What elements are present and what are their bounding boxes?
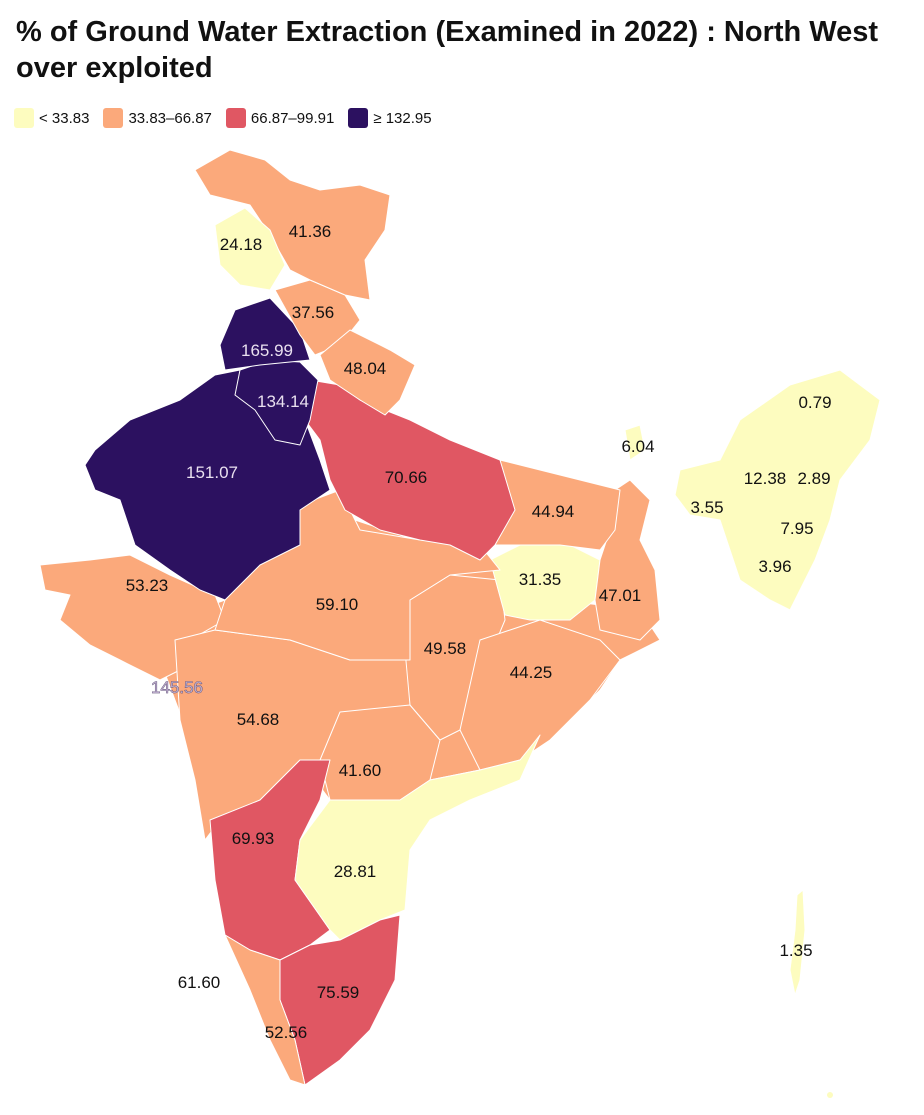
value-punjab: 165.99: [241, 341, 293, 360]
region-punjab: [219, 297, 311, 371]
value-haryana: 134.14: [257, 392, 309, 411]
region-uttar-pradesh: [304, 379, 516, 561]
value-ladakh: 24.18: [220, 235, 263, 254]
legend: < 33.83 33.83–66.87 66.87–99.91 ≥ 132.95: [14, 106, 432, 130]
value-odisha: 44.25: [510, 663, 553, 682]
legend-swatch-top: [348, 108, 369, 128]
region-uttarakhand: [319, 329, 416, 416]
legend-label-top: ≥ 132.95: [373, 109, 432, 127]
region-sikkim: [624, 424, 646, 461]
value-lakshadweep: 61.60: [178, 973, 221, 992]
region-jammu: [214, 207, 286, 291]
value-telangana: 41.60: [339, 761, 382, 780]
legend-item-mid: 33.83–66.87: [103, 108, 212, 128]
value-karnataka: 69.93: [232, 829, 275, 848]
region-odisha: [459, 619, 621, 771]
value-bihar: 44.94: [532, 502, 575, 521]
legend-swatch-high: [225, 108, 246, 128]
value-kerala: 52.56: [265, 1023, 308, 1042]
value-mizoram: 3.96: [758, 557, 791, 576]
value-maharashtra: 54.68: [237, 710, 280, 729]
chart-title: % of Ground Water Extraction (Examined i…: [16, 16, 879, 84]
region-nicobar-dot: [827, 1092, 833, 1098]
value-nagaland: 2.89: [797, 469, 830, 488]
value-chhattisgarh: 49.58: [424, 639, 467, 658]
legend-item-low: < 33.83: [14, 108, 89, 128]
value-gujarat: 53.23: [126, 576, 169, 595]
value-tamil-nadu: 75.59: [317, 983, 360, 1002]
value-daman: 145.56: [151, 678, 203, 697]
value-west-bengal: 47.01: [599, 586, 642, 605]
value-andhra: 28.81: [334, 862, 377, 881]
value-sikkim: 6.04: [621, 437, 654, 456]
legend-swatch-mid: [103, 108, 124, 128]
value-andaman: 1.35: [779, 941, 812, 960]
value-up: 70.66: [385, 468, 428, 487]
legend-item-top: ≥ 132.95: [348, 108, 432, 128]
value-assam: 12.38: [744, 469, 787, 488]
value-himachal: 37.56: [292, 303, 335, 322]
region-andaman-islands: [789, 889, 806, 996]
region-andhra-pradesh: [294, 734, 541, 941]
value-manipur: 7.95: [780, 519, 813, 538]
legend-item-high: 66.87–99.91: [225, 108, 335, 128]
value-rajasthan: 151.07: [186, 463, 238, 482]
value-mp: 59.10: [316, 595, 359, 614]
legend-label-low: < 33.83: [39, 109, 90, 127]
value-meghalaya: 3.55: [690, 498, 723, 517]
value-uttarakhand: 48.04: [344, 359, 387, 378]
value-jharkhand: 31.35: [519, 570, 562, 589]
legend-swatch-low: [14, 108, 34, 128]
value-jk: 41.36: [289, 222, 332, 241]
value-arunachal: 0.79: [798, 393, 831, 412]
legend-label-mid: 33.83–66.87: [128, 109, 212, 127]
legend-label-high: 66.87–99.91: [250, 109, 335, 127]
region-kerala: [224, 934, 306, 1086]
region-northeast: [674, 369, 881, 611]
